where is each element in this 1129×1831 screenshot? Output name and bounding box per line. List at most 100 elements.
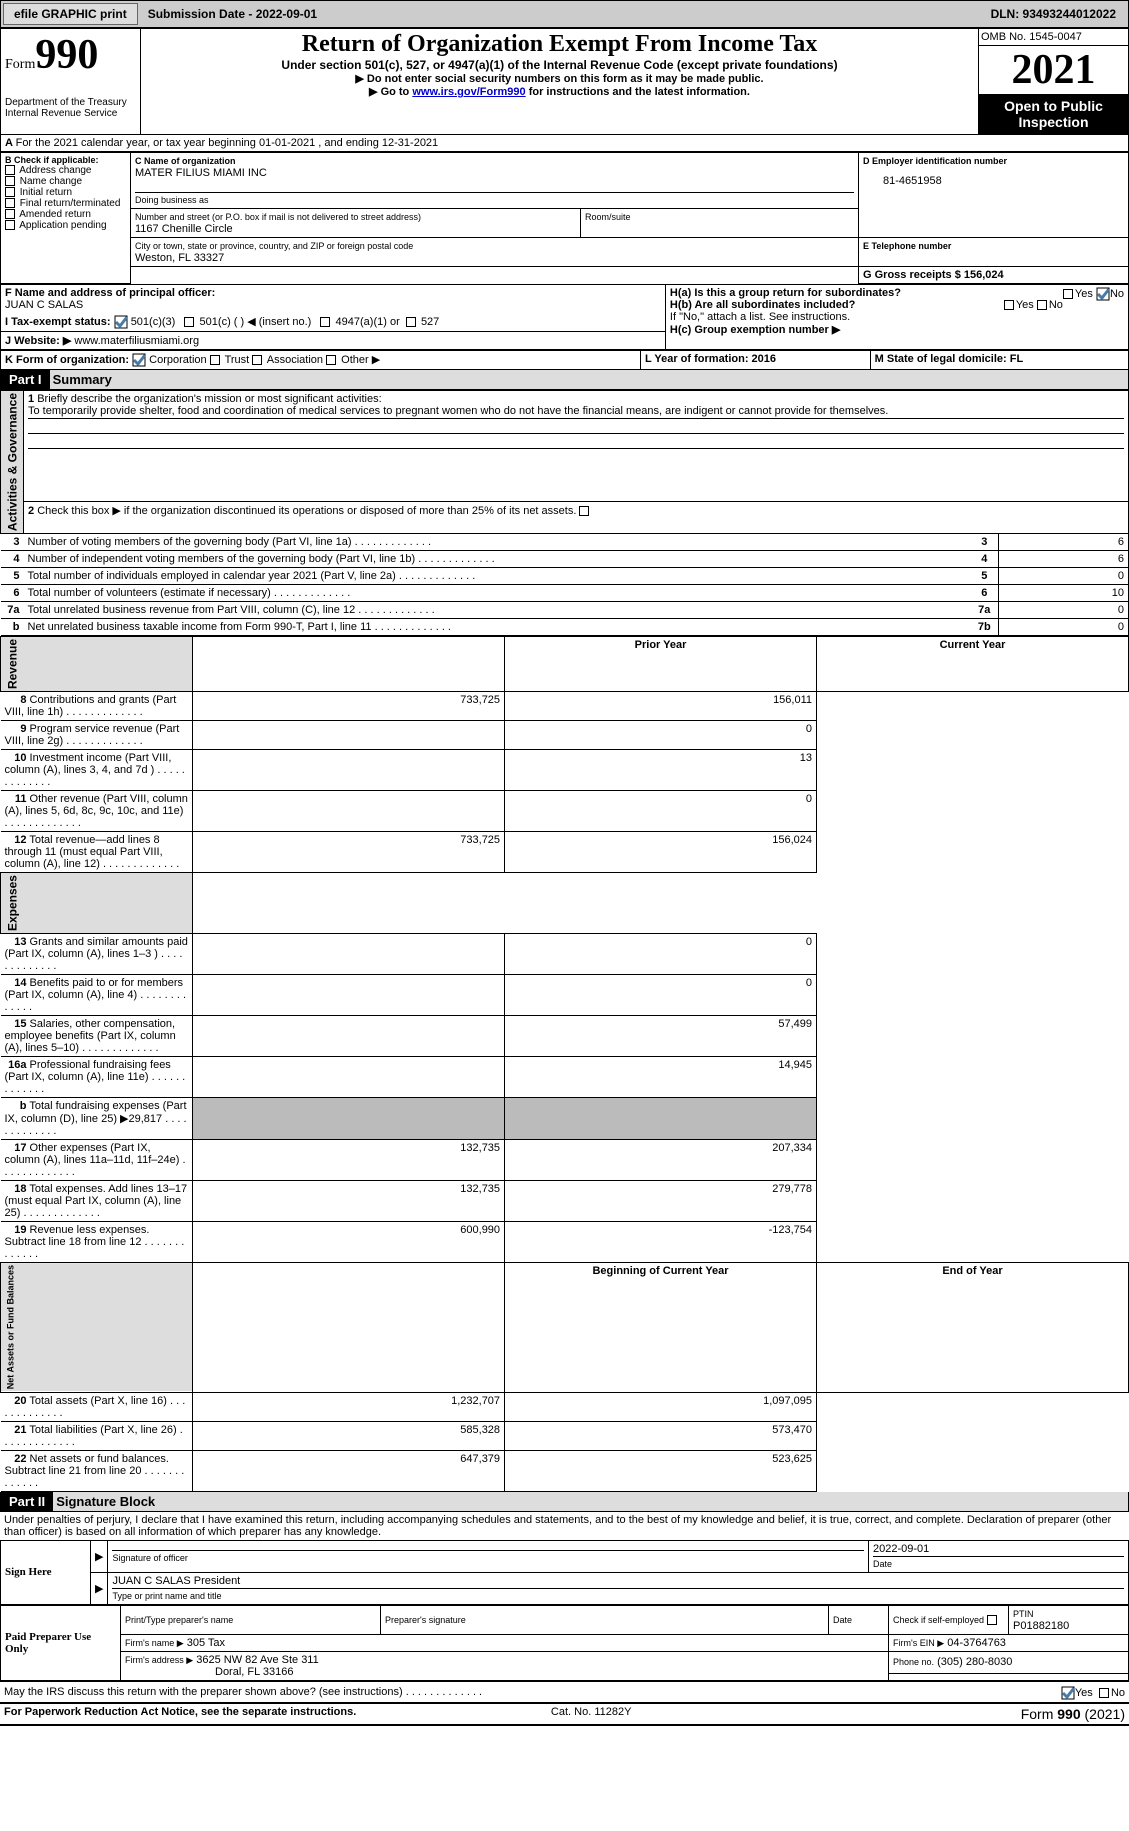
entity-block: B Check if applicable: Address change Na… <box>0 152 1129 284</box>
fin-line: 10 Investment income (Part VIII, column … <box>1 750 1129 791</box>
form-subtitle: Under section 501(c), 527, or 4947(a)(1)… <box>145 58 974 72</box>
form-header: Form990 Department of the Treasury Inter… <box>0 28 1129 135</box>
k-trust[interactable] <box>210 355 220 365</box>
footer: For Paperwork Reduction Act Notice, see … <box>0 1702 1129 1726</box>
sign-here-label: Sign Here <box>1 1540 91 1604</box>
fin-line: b Total fundraising expenses (Part IX, c… <box>1 1098 1129 1140</box>
tax-year: 2021 <box>1012 47 1096 93</box>
dln-label: DLN: 93493244012022 <box>991 7 1126 21</box>
k-corp-checked[interactable] <box>132 353 146 367</box>
signature-block: Sign Here ▶ Signature of officer 2022-09… <box>0 1540 1129 1605</box>
line-m: M State of legal domicile: FL <box>875 353 1024 365</box>
officer-name-title: JUAN C SALAS President <box>112 1575 240 1587</box>
line-a: A For the 2021 calendar year, or tax yea… <box>0 135 1129 152</box>
status-501c3-checked[interactable] <box>114 315 128 329</box>
fin-line: 14 Benefits paid to or for members (Part… <box>1 975 1129 1016</box>
boxb-item[interactable]: Amended return <box>5 209 126 220</box>
fin-line: 18 Total expenses. Add lines 13–17 (must… <box>1 1181 1129 1222</box>
hc-line: H(c) Group exemption number ▶ <box>670 323 1124 336</box>
fin-line: 19 Revenue less expenses. Subtract line … <box>1 1222 1129 1263</box>
ha-no-checked[interactable] <box>1096 287 1110 301</box>
fin-line: 13 Grants and similar amounts paid (Part… <box>1 934 1129 975</box>
col-current: Current Year <box>817 637 1129 692</box>
hb-yes[interactable] <box>1004 300 1014 310</box>
side-revenue: Revenue <box>1 637 193 692</box>
k-assoc[interactable] <box>252 355 262 365</box>
city-state-zip: Weston, FL 33327 <box>135 252 224 264</box>
boxb-item[interactable]: Application pending <box>5 220 126 231</box>
fin-line: 20 Total assets (Part X, line 16) 1,232,… <box>1 1392 1129 1421</box>
summary-line: 6Total number of volunteers (estimate if… <box>1 585 1129 602</box>
fin-line: 15 Salaries, other compensation, employe… <box>1 1016 1129 1057</box>
col-beg: Beginning of Current Year <box>505 1263 817 1392</box>
ha-yes[interactable] <box>1063 289 1073 299</box>
firm-city: Doral, FL 33166 <box>125 1666 293 1678</box>
fin-line: 21 Total liabilities (Part X, line 26) 5… <box>1 1421 1129 1450</box>
omb-number: OMB No. 1545-0047 <box>979 29 1128 46</box>
phone-h: E Telephone number <box>863 241 951 251</box>
fin-line: 8 Contributions and grants (Part VIII, l… <box>1 692 1129 721</box>
side-netassets: Net Assets or Fund Balances <box>1 1263 193 1392</box>
summary-line: 3Number of voting members of the governi… <box>1 534 1129 551</box>
box-d-h: D Employer identification number <box>863 156 1007 166</box>
summary-line: bNet unrelated business taxable income f… <box>1 619 1129 636</box>
discuss-no[interactable] <box>1099 1688 1109 1698</box>
l1-h: Briefly describe the organization's miss… <box>37 393 381 405</box>
fin-line: 9 Program service revenue (Part VIII, li… <box>1 721 1129 750</box>
street-address: 1167 Chenille Circle <box>135 223 233 235</box>
status-501c[interactable] <box>184 317 194 327</box>
self-emp-checkbox[interactable] <box>987 1615 997 1625</box>
part1-body: Activities & Governance 1 Briefly descri… <box>0 390 1129 636</box>
l2-text: Check this box ▶ if the organization dis… <box>37 505 576 517</box>
form-title: Return of Organization Exempt From Incom… <box>145 31 974 58</box>
ptin-value: P01882180 <box>1013 1620 1069 1632</box>
dba-h: Doing business as <box>135 195 209 205</box>
side-activities: Activities & Governance <box>1 391 24 534</box>
submission-date: Submission Date - 2022-09-01 <box>140 7 325 21</box>
dept-label: Department of the Treasury Internal Reve… <box>5 97 136 119</box>
instructions-link[interactable]: www.irs.gov/Form990 <box>412 86 525 98</box>
hb-line: H(b) Are all subordinates included? Yes … <box>670 299 1124 311</box>
line-klm: K Form of organization: Corporation Trus… <box>0 350 1129 370</box>
firm-ein: 04-3764763 <box>947 1637 1006 1649</box>
form-footer: Form 990 (2021) <box>1021 1706 1125 1722</box>
website-label: J Website: ▶ <box>5 335 71 347</box>
hb-no[interactable] <box>1037 300 1047 310</box>
status-527[interactable] <box>406 317 416 327</box>
officer-h-block: F Name and address of principal officer:… <box>0 284 1129 350</box>
firm-name: 305 Tax <box>187 1637 225 1649</box>
col-prior: Prior Year <box>505 637 817 692</box>
goto-note: ▶ Go to www.irs.gov/Form990 for instruct… <box>145 85 974 98</box>
officer-h: F Name and address of principal officer: <box>5 287 215 299</box>
status-4947[interactable] <box>320 317 330 327</box>
sign-date: 2022-09-01 <box>873 1543 929 1555</box>
paid-preparer-block: Paid Preparer Use Only Print/Type prepar… <box>0 1605 1129 1681</box>
line-l: L Year of formation: 2016 <box>645 353 776 365</box>
hb-note: If "No," attach a list. See instructions… <box>670 311 1124 323</box>
mission-text: To temporarily provide shelter, food and… <box>28 405 888 417</box>
paid-prep-label: Paid Preparer Use Only <box>1 1605 121 1680</box>
city-h: City or town, state or province, country… <box>135 241 413 251</box>
k-other[interactable] <box>326 355 336 365</box>
discuss-yes[interactable] <box>1061 1686 1075 1700</box>
fin-line: 17 Other expenses (Part IX, column (A), … <box>1 1140 1129 1181</box>
discuss-line: May the IRS discuss this return with the… <box>0 1681 1129 1702</box>
gross-receipts: G Gross receipts $ 156,024 <box>863 269 1004 281</box>
side-expenses: Expenses <box>1 873 193 934</box>
sig-officer-h: Signature of officer <box>112 1553 187 1563</box>
room-h: Room/suite <box>585 212 631 222</box>
boxb-item[interactable]: Final return/terminated <box>5 198 126 209</box>
summary-line: 4Number of independent voting members of… <box>1 551 1129 568</box>
summary-line: 5Total number of individuals employed in… <box>1 568 1129 585</box>
tax-status-label: I Tax-exempt status: <box>5 316 111 328</box>
l2-checkbox[interactable] <box>579 506 589 516</box>
boxb-item[interactable]: Initial return <box>5 187 126 198</box>
officer-name: JUAN C SALAS <box>5 299 83 311</box>
efile-print-button[interactable]: efile GRAPHIC print <box>3 3 138 25</box>
part1-header: Part I Summary <box>0 370 1129 390</box>
website-value: www.materfiliusmiami.org <box>71 335 199 347</box>
boxb-item[interactable]: Name change <box>5 176 126 187</box>
boxb-item[interactable]: Address change <box>5 165 126 176</box>
addr-h: Number and street (or P.O. box if mail i… <box>135 212 421 222</box>
part2-header: Part II Signature Block <box>0 1492 1129 1512</box>
